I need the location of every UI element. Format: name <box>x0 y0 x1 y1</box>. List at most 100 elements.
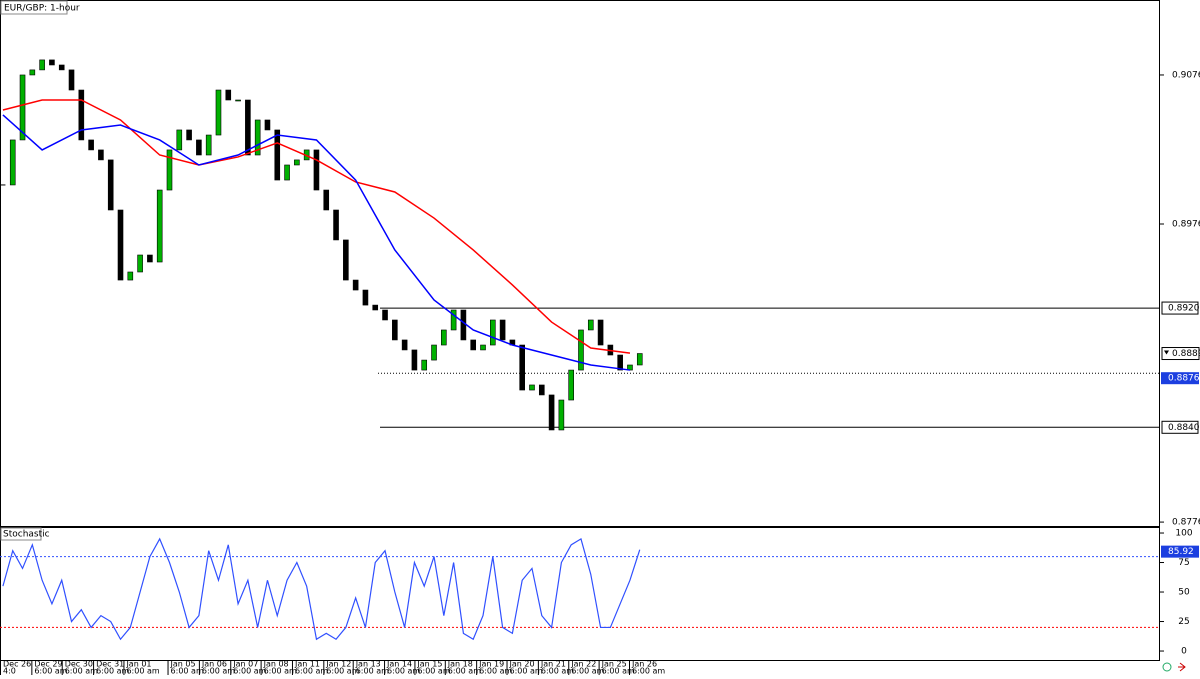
price-arrow <box>1164 350 1169 355</box>
x-tick-sublabel: 6:00 am <box>571 667 604 676</box>
stochastic-title: Stochastic <box>3 530 50 540</box>
candle <box>401 339 408 351</box>
x-tick-sublabel: 6:00 am <box>171 667 204 676</box>
moving-average <box>2 114 631 371</box>
candle <box>137 254 143 273</box>
x-tick-label: Jan 06 <box>201 660 227 669</box>
candle <box>460 309 467 341</box>
x-tick-sublabel: 6:00 am <box>202 667 235 676</box>
x-tick-label: Dec 29 <box>34 660 62 669</box>
x-tick-label: Jan 05 <box>170 660 196 669</box>
candle <box>215 89 222 136</box>
candle <box>264 119 271 131</box>
candle <box>490 319 496 346</box>
candle <box>343 239 349 281</box>
candle <box>245 99 251 156</box>
marker-label-box <box>1161 372 1199 385</box>
x-tick-sublabel: 6:00 am <box>632 667 665 676</box>
candle <box>480 344 486 351</box>
stoch-y-tick-label: 50 <box>1178 588 1190 598</box>
x-tick-label: Jan 26 <box>631 660 657 669</box>
marker-label: 0.88763 <box>1168 374 1200 384</box>
x-tick-label: Jan 20 <box>509 660 535 669</box>
x-tick-label: Jan 01 <box>125 660 151 669</box>
x-tick-label: Jan 13 <box>355 660 381 669</box>
candle <box>587 319 594 331</box>
candle <box>411 349 418 371</box>
candle <box>313 149 320 191</box>
candle <box>323 189 330 211</box>
candle <box>156 189 163 263</box>
x-tick-sublabel: 6:00 am <box>326 667 359 676</box>
candle <box>470 339 477 351</box>
candle <box>372 304 379 311</box>
x-tick-label: Dec 30 <box>65 660 93 669</box>
x-tick-label: Jan 12 <box>325 660 351 669</box>
x-tick-sublabel: 6:00 am <box>479 667 512 676</box>
x-tick-label: Jan 22 <box>570 660 596 669</box>
main-panel-frame <box>0 0 1160 527</box>
candle <box>254 119 261 156</box>
candle <box>392 319 398 341</box>
x-tick-label: Jan 08 <box>263 660 289 669</box>
candle <box>196 139 202 156</box>
level-label-box <box>1161 301 1199 315</box>
candle <box>431 344 437 361</box>
candle <box>617 354 623 371</box>
x-tick-sublabel: 6:00 am <box>295 667 328 676</box>
candle <box>205 134 212 156</box>
x-tick-sublabel: 6:00 am <box>541 667 574 676</box>
candle <box>294 159 300 166</box>
moving-average <box>2 99 631 354</box>
candle <box>235 99 241 102</box>
x-tick-label: Jan 14 <box>386 660 412 669</box>
candle <box>147 254 153 263</box>
candle <box>382 309 388 321</box>
stoch-y-tick-label: 0 <box>1181 647 1187 657</box>
x-tick-label: Jan 25 <box>601 660 627 669</box>
price-label: 0.88895 <box>1172 349 1200 359</box>
candle <box>88 139 94 151</box>
x-tick-label: Dec 26 <box>3 660 31 669</box>
stochastic-line <box>2 537 641 641</box>
candle <box>333 209 339 241</box>
candle <box>441 329 447 346</box>
stochastic-panel-frame <box>0 527 1160 661</box>
candle <box>636 353 643 366</box>
stoch-y-tick-label: 25 <box>1178 617 1189 627</box>
candle <box>421 359 428 371</box>
x-tick-label: Jan 07 <box>232 660 258 669</box>
candle <box>450 309 457 331</box>
candle <box>352 279 359 291</box>
candle <box>127 271 134 281</box>
y-tick-label: 0.87764 <box>1172 518 1200 528</box>
candle <box>58 64 65 71</box>
x-tick-sublabel: 6:00 am <box>96 667 129 676</box>
candle <box>548 394 555 431</box>
candle <box>284 164 290 181</box>
candle <box>529 384 535 391</box>
candle <box>39 59 45 71</box>
candle <box>186 129 192 141</box>
footer-icons <box>1162 662 1186 672</box>
x-tick-label: Jan 21 <box>540 660 566 669</box>
title-box <box>0 0 68 15</box>
price-label-box <box>1161 347 1200 361</box>
candle <box>107 159 114 211</box>
x-tick-sublabel: 6:00 am <box>65 667 98 676</box>
stoch-y-tick-label: 100 <box>1175 529 1192 539</box>
chart-title: EUR/GBP: 1-hour <box>4 4 80 14</box>
stoch-value-label: 85.92 <box>1168 547 1194 557</box>
candle <box>117 209 124 281</box>
candle <box>578 329 584 371</box>
x-tick-label: Dec 31 <box>96 660 124 669</box>
candle <box>597 319 604 346</box>
x-tick-label: Jan 11 <box>294 660 320 669</box>
candle <box>176 129 183 151</box>
icon <box>1178 662 1186 672</box>
candle <box>558 399 565 431</box>
x-tick-label: Jan 18 <box>447 660 473 669</box>
